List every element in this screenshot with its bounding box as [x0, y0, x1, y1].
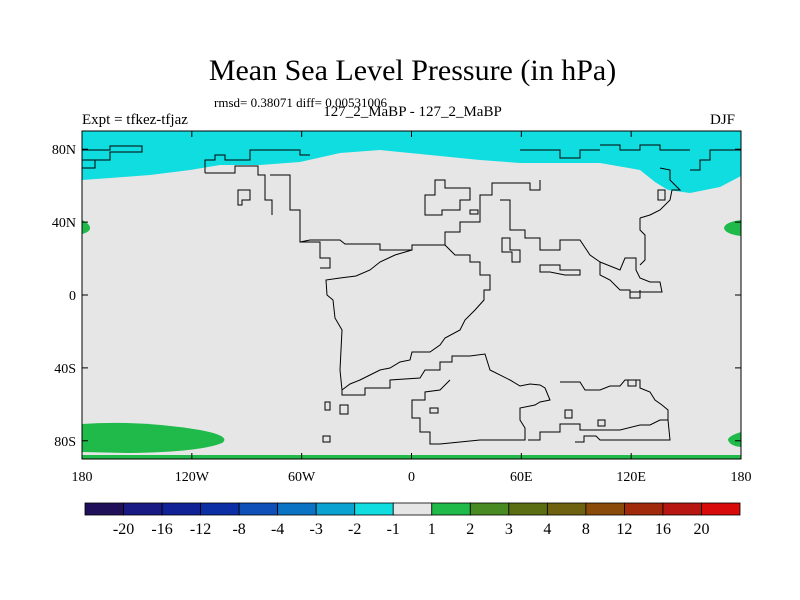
- colorbar-swatch: [238, 502, 279, 516]
- colorbar-label: 4: [543, 521, 551, 538]
- colorbar-label: -8: [232, 521, 245, 538]
- colorbar-swatch: [585, 502, 625, 516]
- y-tick-label: 40N: [52, 216, 76, 231]
- y-tick-label: 80N: [52, 143, 76, 158]
- colorbar-swatch: [277, 502, 317, 516]
- colorbar-label: -1: [387, 521, 400, 538]
- x-tick-label: 0: [408, 470, 415, 485]
- stats-label: rmsd= 0.38071 diff= 0.00531006: [214, 95, 387, 110]
- colorbar-swatch: [200, 502, 240, 516]
- colorbar-swatch: [354, 502, 394, 516]
- y-axis: 80N 40N 0 40S 80S: [52, 143, 741, 450]
- colorbar-swatch: [84, 502, 124, 516]
- chart-title: Mean Sea Level Pressure (in hPa): [208, 54, 617, 87]
- high-patch-north-pacific-east: [724, 220, 741, 236]
- colorbar-swatch: [701, 502, 741, 516]
- high-patch-north-pacific-west: [82, 220, 90, 234]
- colorbar-label: 3: [505, 521, 513, 538]
- x-tick-label: 120E: [616, 470, 646, 485]
- colorbar-label: 2: [466, 521, 474, 538]
- colorbar-swatch: [508, 502, 548, 516]
- colorbar-label: 1: [428, 521, 436, 538]
- colorbar-label: 8: [582, 521, 590, 538]
- colorbar-swatch: [123, 502, 163, 516]
- y-tick-label: 0: [69, 289, 76, 304]
- arctic-low-region: [82, 131, 741, 193]
- southern-ocean-high-west: [82, 422, 225, 453]
- colorbar-label: -16: [151, 521, 172, 538]
- colorbar-label: -3: [310, 521, 323, 538]
- colorbar-swatch: [546, 502, 587, 516]
- colorbar-label: 16: [655, 521, 671, 538]
- experiment-label: Expt = tfkez-tfjaz: [82, 112, 188, 128]
- colorbar-swatch: [624, 502, 664, 516]
- x-tick-label: 60W: [288, 470, 316, 485]
- colorbar-label: 12: [616, 521, 632, 538]
- colorbar-label: -2: [348, 521, 361, 538]
- season-label: DJF: [710, 112, 736, 128]
- x-tick-label: 180: [731, 470, 752, 485]
- y-tick-label: 80S: [54, 435, 76, 450]
- colorbar: -20 -16 -12 -8 -4 -3 -2 -1 1 2 3 4 8 12 16 20: [84, 502, 741, 538]
- colorbar-label: -20: [113, 521, 134, 538]
- x-tick-label: 180: [72, 470, 93, 485]
- colorbar-swatch: [315, 502, 356, 516]
- x-axis: 180 120W 60W 0 60E 120E 180: [72, 131, 752, 485]
- y-tick-label: 40S: [54, 362, 76, 377]
- colorbar-label: 20: [693, 521, 709, 538]
- x-tick-label: 120W: [175, 470, 210, 485]
- colorbar-label: -12: [190, 521, 211, 538]
- colorbar-label: -4: [271, 521, 284, 538]
- subtitle-label: 127_2_MaBP - 127_2_MaBP: [323, 104, 502, 120]
- southern-ocean-high-east: [728, 432, 741, 447]
- coastlines: [82, 144, 741, 445]
- colorbar-swatch: [161, 502, 201, 516]
- x-tick-label: 60E: [510, 470, 533, 485]
- colorbar-swatch: [662, 502, 702, 516]
- colorbar-swatch: [392, 502, 433, 516]
- colorbar-swatch: [431, 502, 471, 516]
- colorbar-swatch: [469, 502, 510, 516]
